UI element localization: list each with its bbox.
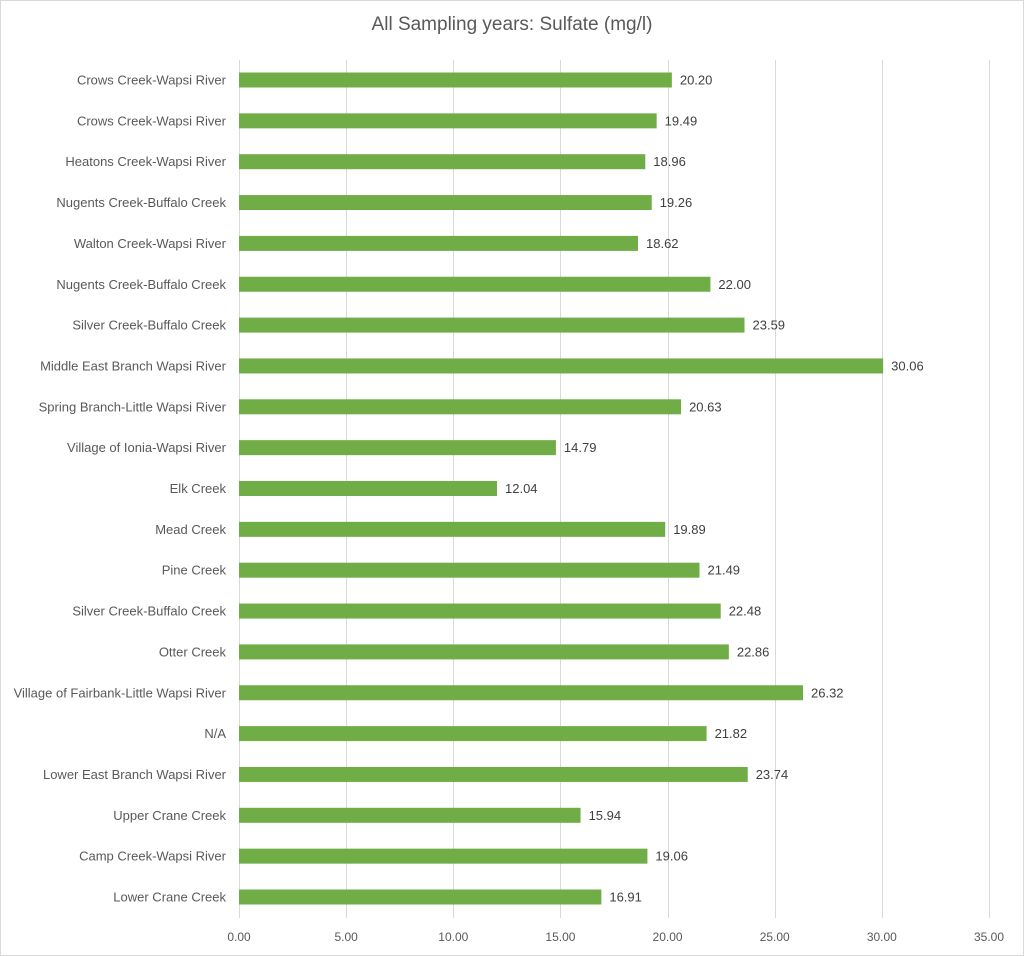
category-label: Upper Crane Creek [113, 808, 226, 823]
data-label: 26.32 [811, 685, 844, 700]
bar [239, 562, 700, 578]
x-tick-label: 0.00 [227, 930, 251, 944]
category-label: Mead Creek [155, 522, 226, 537]
category-label: Nugents Creek-Buffalo Creek [56, 195, 226, 210]
bar [239, 317, 745, 333]
x-tick-label: 15.00 [545, 930, 575, 944]
x-tick-label: 30.00 [867, 930, 897, 944]
bar [239, 603, 721, 619]
data-label: 23.74 [756, 767, 789, 782]
bar [239, 276, 711, 292]
bar [239, 848, 648, 864]
x-tick-label: 25.00 [760, 930, 790, 944]
category-label: Pine Creek [162, 563, 227, 578]
data-label: 19.06 [655, 849, 688, 864]
bar [239, 399, 682, 415]
data-label: 16.91 [609, 890, 642, 905]
category-label: Crows Creek-Wapsi River [77, 73, 227, 88]
category-label: Lower Crane Creek [113, 890, 226, 905]
data-label: 18.62 [646, 236, 679, 251]
category-label: Silver Creek-Buffalo Creek [72, 604, 226, 619]
category-label: Village of Fairbank-Little Wapsi River [14, 685, 227, 700]
data-label: 19.26 [660, 195, 693, 210]
category-label: N/A [204, 726, 226, 741]
data-label: 30.06 [891, 358, 924, 373]
category-label: Silver Creek-Buffalo Creek [72, 318, 226, 333]
category-label: Crows Creek-Wapsi River [77, 113, 227, 128]
data-label: 15.94 [589, 808, 622, 823]
category-label: Camp Creek-Wapsi River [79, 849, 227, 864]
bar [239, 685, 803, 701]
category-label: Heatons Creek-Wapsi River [65, 154, 226, 169]
data-label: 12.04 [505, 481, 538, 496]
data-label: 18.96 [653, 154, 686, 169]
data-label: 14.79 [564, 440, 597, 455]
x-tick-label: 10.00 [438, 930, 468, 944]
bar [239, 726, 707, 742]
bar [239, 807, 581, 823]
x-tick-label: 20.00 [653, 930, 683, 944]
data-label: 21.49 [708, 563, 741, 578]
x-tick-label: 5.00 [334, 930, 358, 944]
data-label: 20.63 [689, 399, 722, 414]
chart-title: All Sampling years: Sulfate (mg/l) [371, 14, 653, 35]
bars [239, 72, 884, 905]
bar [239, 766, 748, 782]
category-label: Spring Branch-Little Wapsi River [39, 399, 227, 414]
data-label: 19.89 [673, 522, 706, 537]
data-label: 21.82 [715, 726, 748, 741]
category-label: Nugents Creek-Buffalo Creek [56, 277, 226, 292]
category-label: Walton Creek-Wapsi River [74, 236, 227, 251]
category-label: Lower East Branch Wapsi River [43, 767, 227, 782]
bar [239, 154, 646, 170]
bar [239, 644, 729, 660]
data-label: 22.00 [718, 277, 751, 292]
category-labels: Crows Creek-Wapsi River Crows Creek-Wapsi… [14, 73, 227, 905]
data-label: 20.20 [680, 73, 713, 88]
data-labels: 20.20 19.49 18.96 19.26 18.62 22.00 23.59 30.06… [505, 73, 924, 905]
category-label: Elk Creek [170, 481, 227, 496]
bar [239, 195, 652, 211]
category-label: Middle East Branch Wapsi River [40, 358, 227, 373]
bar [239, 440, 556, 456]
bar [239, 235, 638, 251]
bar [239, 481, 497, 496]
bar [239, 358, 884, 374]
x-axis-tick-labels: 0.00 5.00 10.00 15.00 20.00 25.00 30.00 35.00 [227, 930, 1004, 944]
bar [239, 72, 672, 88]
data-label: 23.59 [753, 318, 786, 333]
bar [239, 113, 657, 129]
bar [239, 889, 602, 905]
x-tick-label: 35.00 [974, 930, 1004, 944]
bar [239, 521, 666, 537]
data-label: 22.86 [737, 644, 770, 659]
category-label: Otter Creek [159, 644, 227, 659]
data-label: 19.49 [665, 113, 698, 128]
data-label: 22.48 [729, 604, 762, 619]
category-label: Village of Ionia-Wapsi River [67, 440, 227, 455]
